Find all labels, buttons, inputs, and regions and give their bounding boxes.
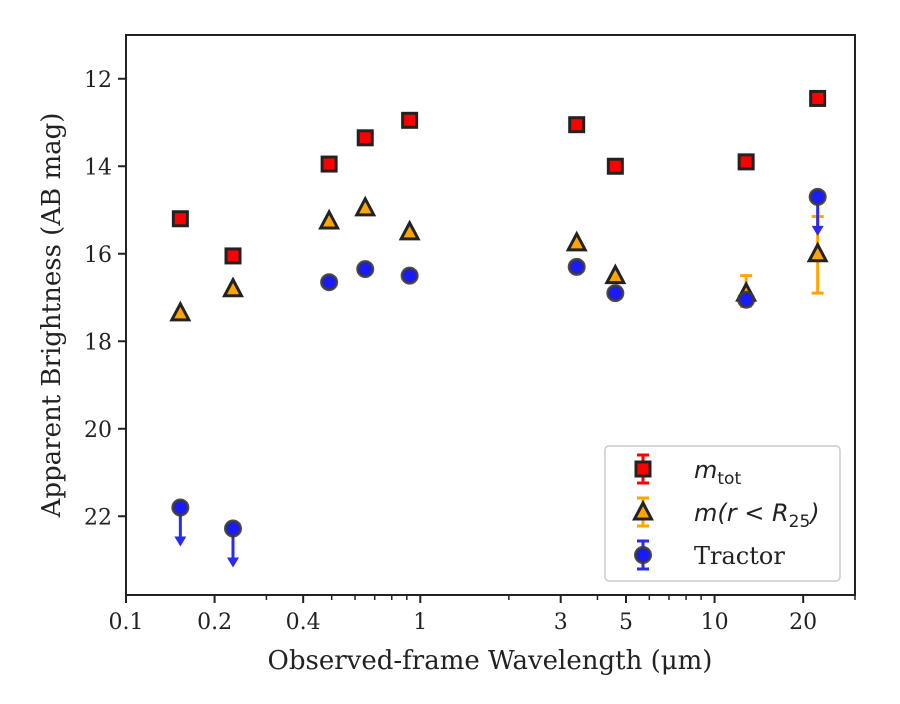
square-marker [809,89,827,107]
x-tick-label: 0.2 [197,610,232,635]
triangle-marker [318,208,341,230]
upper-limit-arrow-head [811,225,824,236]
legend-circle-marker [634,546,652,564]
y-tick-label: 16 [84,243,112,268]
triangle-marker [565,230,588,252]
circle-marker [606,284,625,303]
square-marker [224,247,242,265]
y-tick-label: 18 [84,330,112,355]
legend-entry-circle: Tractor [634,539,785,571]
circle-marker [567,257,586,276]
upper-limit-arrow-head [227,557,240,568]
legend-entry-triangle: m(r < R25) [632,496,820,532]
legend-triangle-marker [632,499,654,521]
legend-square-marker [634,460,652,478]
upper-limit-arrow-head [174,536,187,547]
x-tick-label: 0.4 [286,610,321,635]
circle-marker [224,519,243,538]
square-marker [401,111,419,129]
triangle-marker [354,195,377,217]
series-triangle [169,195,829,322]
circle-marker [737,290,756,309]
x-tick-label: 3 [554,610,568,635]
triangle-marker [806,241,829,263]
square-marker [171,210,189,228]
square-marker [568,116,586,134]
circle-marker [356,260,375,279]
legend-label: m(r < R25) [694,499,820,532]
y-axis-title: Apparent Brightness (AB mag) [37,113,67,519]
axes-layer: 0.1 0.2 0.4 1 3 5 10 20 12 14 16 18 20 22 [84,34,856,635]
legend-entry-square: mtot [634,453,741,489]
legend: mtot m(r < R25) Tractor [604,445,841,582]
y-tick-label: 20 [84,418,112,443]
square-marker [737,153,755,171]
x-tick-label: 0.1 [109,610,144,635]
plot-frame [125,34,856,596]
x-tick-label: 20 [789,610,817,635]
circle-marker [400,266,419,285]
marks-layer [169,89,829,568]
square-marker [320,155,338,173]
x-tick-label: 5 [619,610,633,635]
triangle-marker [222,276,245,298]
square-marker [606,157,624,175]
legend-label: Tractor [694,542,785,570]
series-square [171,89,827,265]
triangle-marker [169,300,192,322]
series-circle [171,187,827,568]
y-tick-label: 12 [84,68,112,93]
square-marker [356,129,374,147]
legend-box [604,445,841,582]
x-axis-title: Observed-frame Wavelength (μm) [268,646,713,676]
x-tick-label: 1 [413,610,427,635]
circle-marker [808,187,827,206]
y-tick-label: 14 [84,155,112,180]
circle-marker [171,498,190,517]
triangle-marker [398,219,421,241]
x-tick-label: 10 [701,610,729,635]
y-tick-label: 22 [84,505,112,530]
legend-label: mtot [694,456,741,489]
circle-marker [320,273,339,292]
triangle-marker [604,263,627,285]
